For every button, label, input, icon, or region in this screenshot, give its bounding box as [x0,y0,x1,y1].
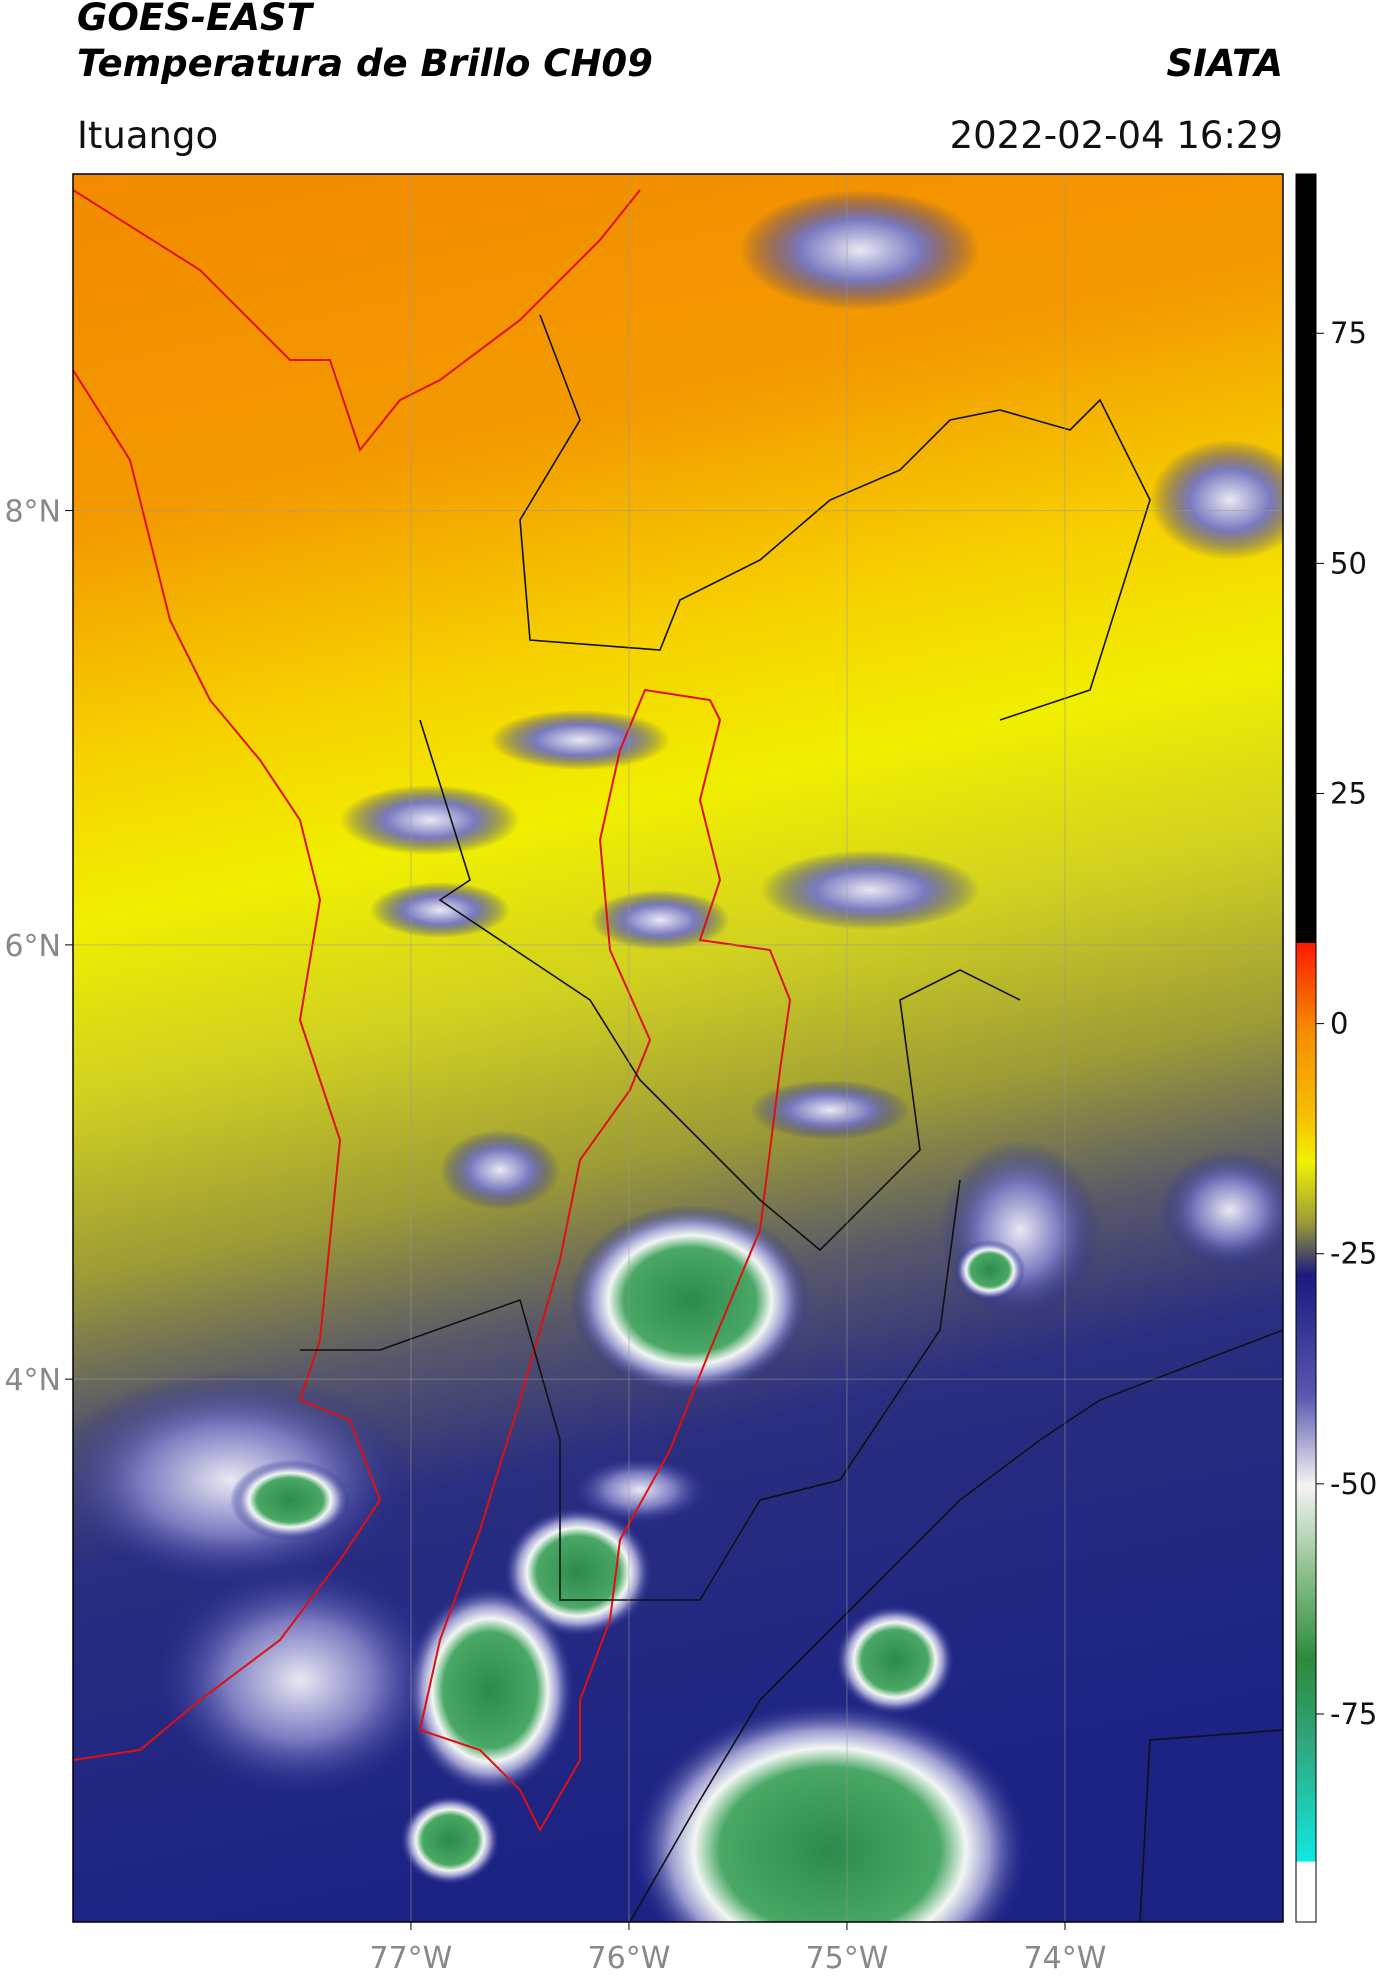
colorbar-tick-label: 0 [1330,1007,1348,1041]
source: SIATA [1166,42,1283,85]
colorbar-tick-label: 50 [1330,546,1367,580]
y-tick-label: 8°N [4,495,61,530]
colorbar-tick-label: -75 [1330,1697,1377,1731]
y-tick-label: 6°N [4,929,61,964]
title: GOES-EAST [77,0,315,39]
y-tick-label: 4°N [4,1363,61,1398]
region: Ituango [77,114,218,157]
colorbar-tick-label: -25 [1330,1237,1377,1271]
subtitle: Temperatura de Brillo CH09 [77,42,653,85]
x-tick-label: 77°W [370,1941,453,1976]
grid [73,174,1283,1922]
map-frame [72,173,1284,1923]
map-image [73,174,1283,1922]
colorbar-tick-label: -50 [1330,1467,1377,1501]
x-tick-label: 76°W [588,1941,671,1976]
colorbar [1295,173,1317,1923]
x-tick-label: 75°W [806,1941,889,1976]
colorbar-tick-label: 25 [1330,776,1367,810]
datetime: 2022-02-04 16:29 [950,114,1283,157]
colorbar-tick-label: 75 [1330,316,1367,350]
x-tick-label: 74°W [1024,1941,1107,1976]
